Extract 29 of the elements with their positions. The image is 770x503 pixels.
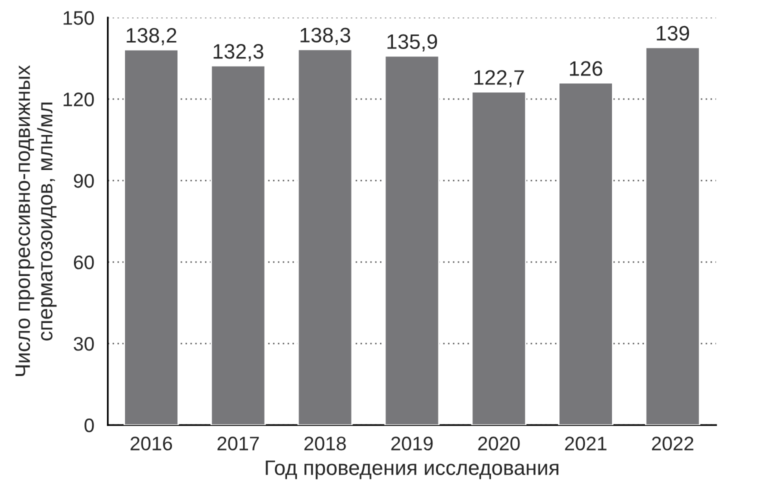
y-tick-label: 120 — [64, 92, 94, 106]
data-label: 126 — [570, 61, 602, 76]
bar — [558, 82, 614, 426]
bar — [124, 48, 179, 426]
x-tick-label: 2019 — [391, 436, 433, 450]
data-label: 135,9 — [387, 34, 438, 52]
data-label: 132,3 — [214, 44, 264, 62]
bar — [471, 91, 526, 426]
bar — [645, 46, 700, 426]
x-tick-label: 2018 — [304, 436, 346, 450]
y-axis-title: Число прогрессивно-подвижных сперматозоидов, млн/мл — [16, 65, 57, 376]
x-tick-label: 2021 — [565, 436, 606, 450]
y-tick-label: 150 — [64, 11, 94, 25]
data-label: 138,3 — [300, 28, 350, 45]
y-tick-label: 60 — [74, 256, 94, 270]
bar — [297, 48, 353, 426]
x-tick-label: 2017 — [218, 436, 259, 450]
x-tick-label: 2020 — [478, 436, 520, 450]
y-tick-label: 90 — [74, 174, 94, 188]
data-label: 139 — [656, 26, 690, 41]
bar — [384, 55, 440, 426]
x-tick-label: 2016 — [130, 436, 172, 450]
x-tick-label: 2022 — [652, 436, 694, 450]
y-tick-label: 0 — [84, 418, 94, 432]
data-label: 122,7 — [474, 70, 524, 88]
bar — [210, 64, 266, 426]
x-axis-title: Год проведения исследования — [266, 460, 558, 480]
data-label: 138,2 — [126, 28, 176, 46]
y-tick-label: 30 — [74, 337, 94, 351]
